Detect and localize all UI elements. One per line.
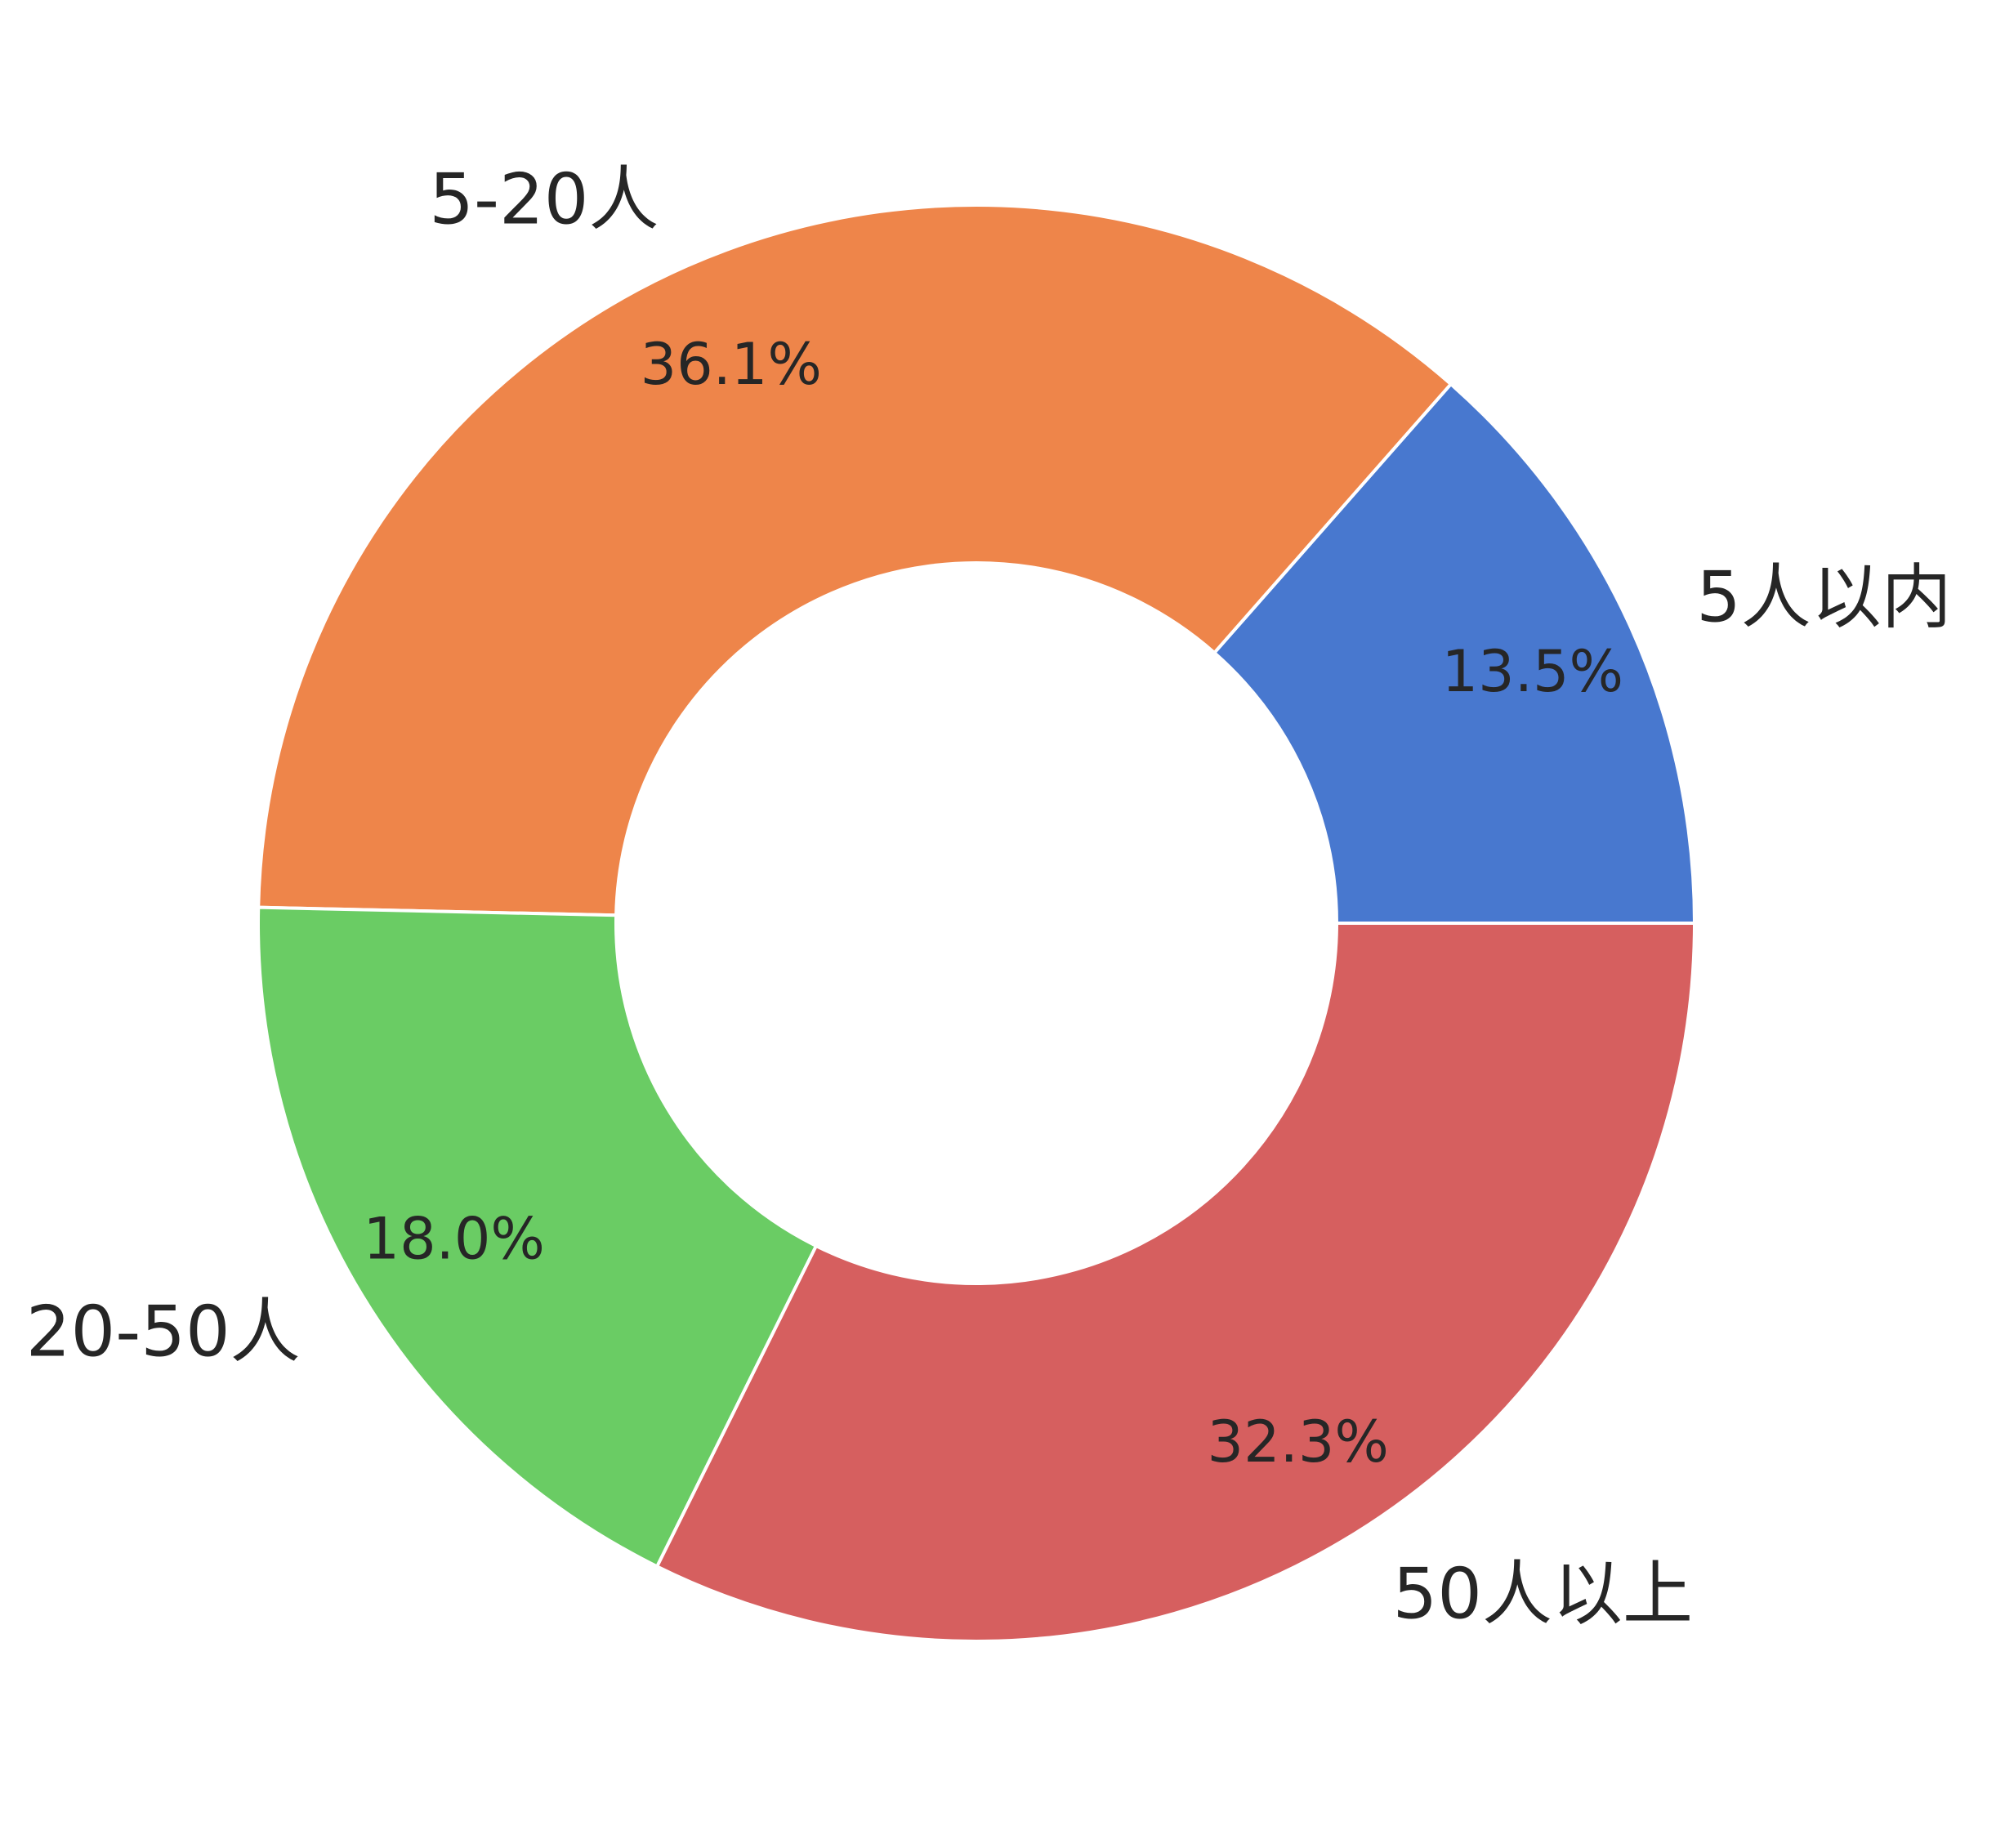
wedge — [1212, 382, 1697, 925]
wedge — [257, 203, 1453, 917]
category-label: 5人以内 — [1696, 557, 1952, 639]
percent-label: 36.1% — [641, 331, 822, 398]
percent-label: 18.0% — [364, 1206, 545, 1273]
category-label: 5-20人 — [429, 159, 659, 241]
percent-label: 32.3% — [1208, 1408, 1389, 1475]
category-label: 50人以上 — [1393, 1554, 1693, 1636]
wedges — [257, 203, 1697, 1643]
wedge — [654, 922, 1697, 1643]
category-label: 20-50人 — [26, 1291, 301, 1373]
wedge — [257, 905, 819, 1569]
percent-label: 13.5% — [1442, 638, 1623, 705]
percent-labels: 13.5% 36.1% 18.0% 32.3% — [364, 331, 1623, 1475]
category-labels: 5人以内 5-20人 20-50人 50人以上 — [26, 159, 1952, 1636]
